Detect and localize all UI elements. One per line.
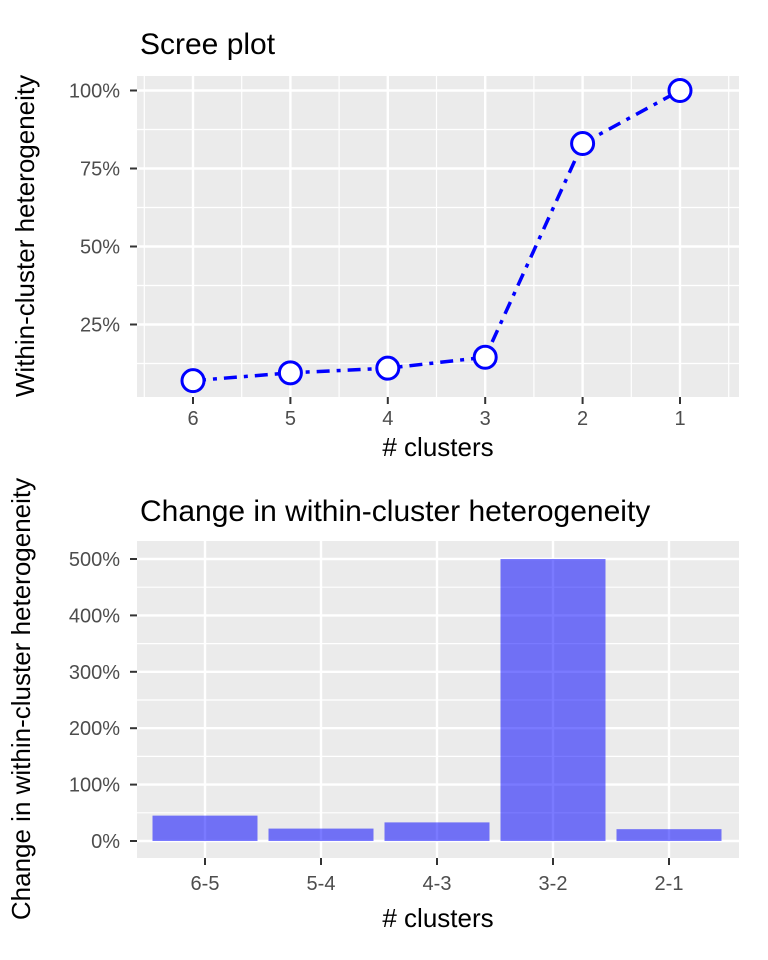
- change-chart-title: Change in within-cluster heterogeneity: [140, 495, 650, 528]
- scree-plot-x-axis-title: # clusters: [382, 432, 493, 462]
- scree-plot-panel: 25% 50% 75% 100% 6 5 4 3 2 1: [69, 76, 739, 430]
- y-tick-label: 25%: [80, 315, 120, 337]
- change-chart-y-axis-title: Change in within-cluster heterogeneity: [6, 478, 36, 920]
- y-tick-label: 50%: [80, 237, 120, 259]
- bar: [500, 559, 606, 841]
- x-tick-label: 5: [285, 408, 296, 430]
- y-tick-label: 100%: [69, 81, 120, 103]
- data-point-marker: [180, 368, 206, 394]
- bar: [152, 815, 258, 841]
- data-point-marker: [570, 131, 596, 157]
- x-tick-label: 1: [674, 408, 685, 430]
- x-tick-label: 4-3: [423, 873, 452, 895]
- x-tick-label: 5-4: [307, 873, 336, 895]
- data-point-marker: [375, 355, 401, 381]
- scree-plot-y-axis-title: Within-cluster heterogeneity: [10, 75, 40, 397]
- x-tick-label: 2: [577, 408, 588, 430]
- change-chart-x-axis-title: # clusters: [382, 903, 493, 933]
- x-tick-label: 3-2: [539, 873, 568, 895]
- x-tick-label: 4: [382, 408, 393, 430]
- data-point-marker: [667, 78, 693, 103]
- y-tick-label: 400%: [69, 605, 120, 627]
- bar: [616, 829, 722, 841]
- change-bar-panel: 0% 100% 200% 300% 400% 500% 6-5 5-4 4-3 3-2 2-1: [69, 541, 739, 895]
- y-tick-label: 75%: [80, 159, 120, 181]
- y-tick-label: 0%: [91, 831, 120, 853]
- y-tick-label: 300%: [69, 662, 120, 684]
- x-tick-label: 6: [187, 408, 198, 430]
- bar: [268, 828, 374, 841]
- x-tick-label: 2-1: [655, 873, 684, 895]
- y-tick-label: 500%: [69, 549, 120, 571]
- bar: [384, 822, 490, 841]
- y-tick-label: 200%: [69, 718, 120, 740]
- x-tick-label: 3: [480, 408, 491, 430]
- data-point-marker: [277, 360, 303, 386]
- data-point-marker: [472, 344, 498, 370]
- scree-plot-title: Scree plot: [140, 28, 276, 61]
- x-tick-label: 6-5: [191, 873, 220, 895]
- y-tick-label: 100%: [69, 775, 120, 797]
- panel-background: [137, 76, 739, 397]
